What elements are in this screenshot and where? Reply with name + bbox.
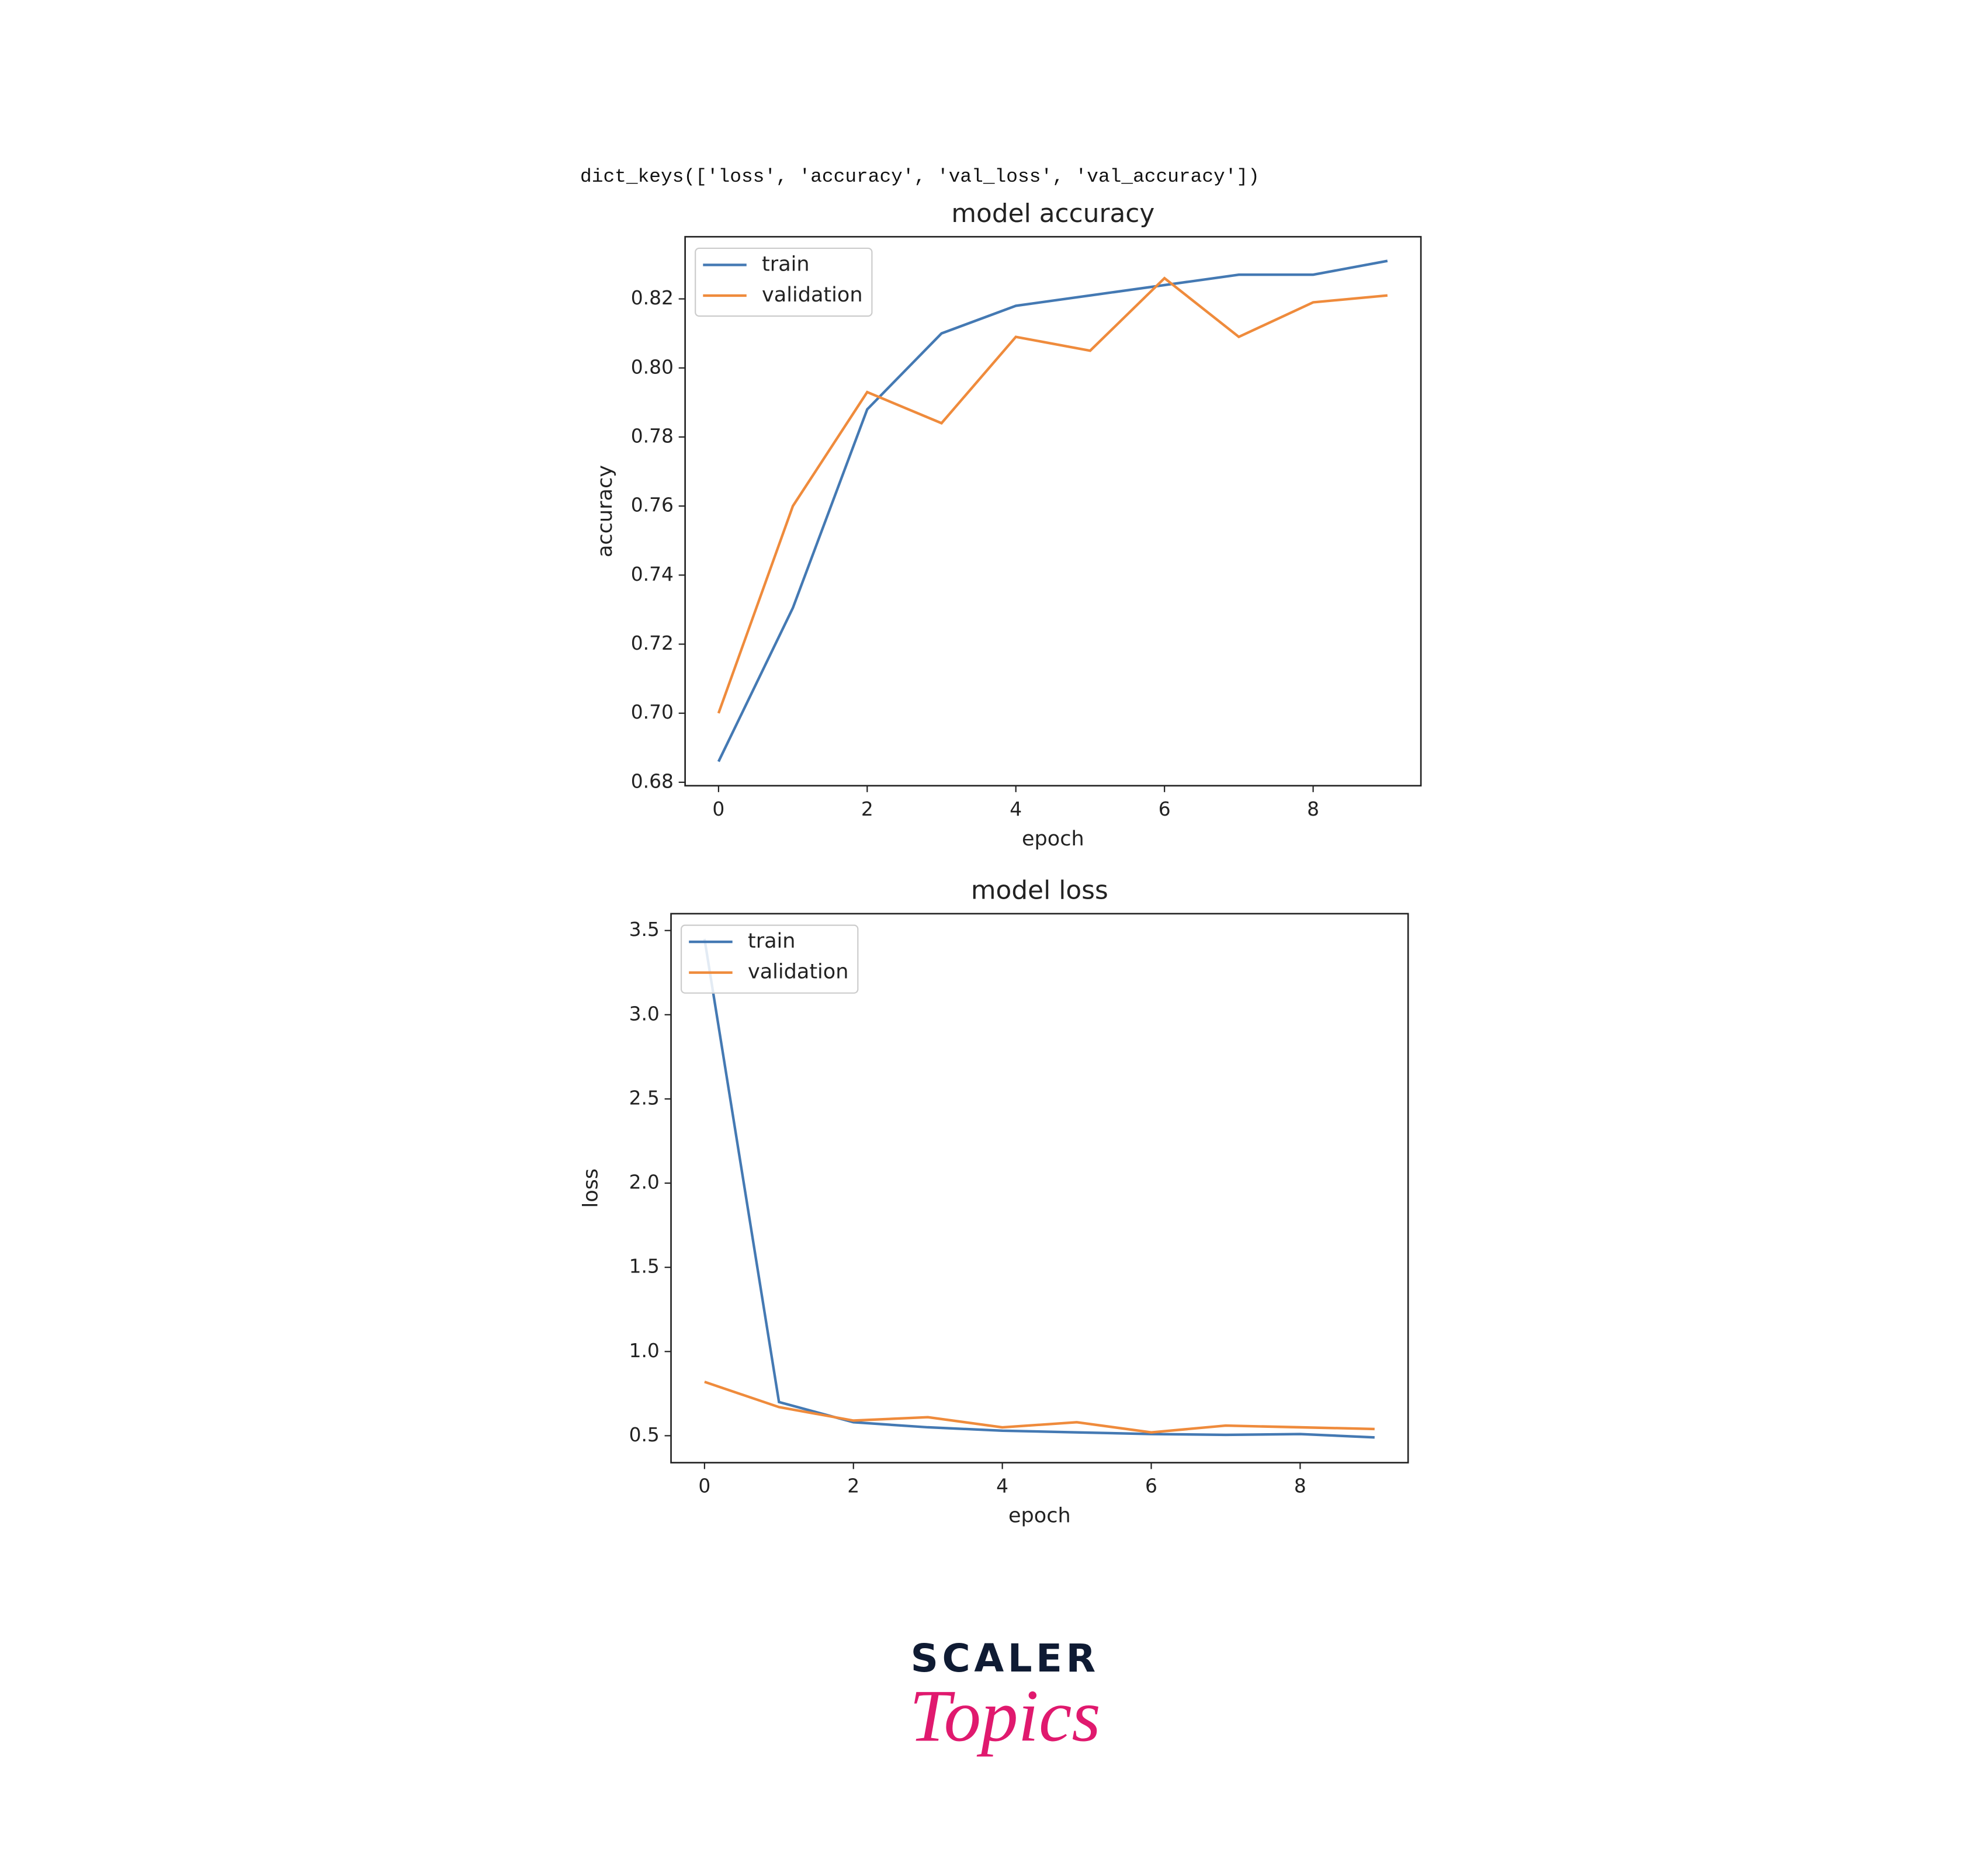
- x-tick-label: 6: [1159, 798, 1171, 820]
- y-tick-label: 0.78: [631, 425, 674, 447]
- logo-brand: SCALER: [911, 1636, 1100, 1681]
- x-axis-label: epoch: [1022, 827, 1084, 851]
- x-tick-label: 8: [1294, 1475, 1306, 1497]
- y-tick-label: 3.5: [629, 918, 660, 941]
- legend-label: train: [762, 252, 810, 276]
- y-axis-label: loss: [579, 1168, 603, 1208]
- y-tick-label: 3.0: [629, 1003, 660, 1025]
- legend-label: validation: [762, 283, 862, 307]
- x-tick-label: 0: [698, 1475, 710, 1497]
- y-tick-label: 0.72: [631, 632, 674, 654]
- data-line: [704, 1381, 1375, 1434]
- y-tick-label: 0.82: [631, 287, 674, 309]
- y-axis-label: accuracy: [593, 465, 617, 557]
- y-tick-label: 2.5: [629, 1087, 660, 1109]
- data-line: [703, 938, 1375, 1439]
- axes-frame: [684, 235, 1422, 787]
- y-tick-label: 0.74: [631, 563, 674, 585]
- x-axis-label: epoch: [1008, 1504, 1071, 1528]
- legend-label: validation: [748, 960, 848, 984]
- chart-title: model accuracy: [951, 199, 1154, 228]
- x-tick-label: 0: [712, 798, 724, 820]
- x-tick-label: 8: [1307, 798, 1319, 820]
- y-tick-label: 0.76: [631, 494, 674, 516]
- y-tick-label: 0.5: [629, 1424, 660, 1446]
- axes-frame: [670, 913, 1409, 1464]
- y-tick-label: 1.0: [629, 1340, 660, 1362]
- y-tick-label: 0.68: [631, 770, 674, 792]
- data-line: [717, 259, 1388, 762]
- y-tick-label: 2.0: [629, 1171, 660, 1194]
- x-tick-label: 6: [1145, 1475, 1157, 1497]
- x-tick-label: 4: [996, 1475, 1008, 1497]
- header-text: dict_keys(['loss', 'accuracy', 'val_loss…: [580, 166, 1260, 188]
- y-tick-label: 0.80: [631, 356, 674, 378]
- data-line: [717, 276, 1388, 714]
- legend-label: train: [748, 929, 796, 953]
- y-tick-label: 0.70: [631, 701, 674, 723]
- logo-product: Topics: [910, 1676, 1101, 1757]
- x-tick-label: 2: [847, 1475, 859, 1497]
- x-tick-label: 2: [861, 798, 873, 820]
- chart-title: model loss: [971, 876, 1108, 906]
- y-tick-label: 1.5: [629, 1256, 660, 1278]
- x-tick-label: 4: [1010, 798, 1022, 820]
